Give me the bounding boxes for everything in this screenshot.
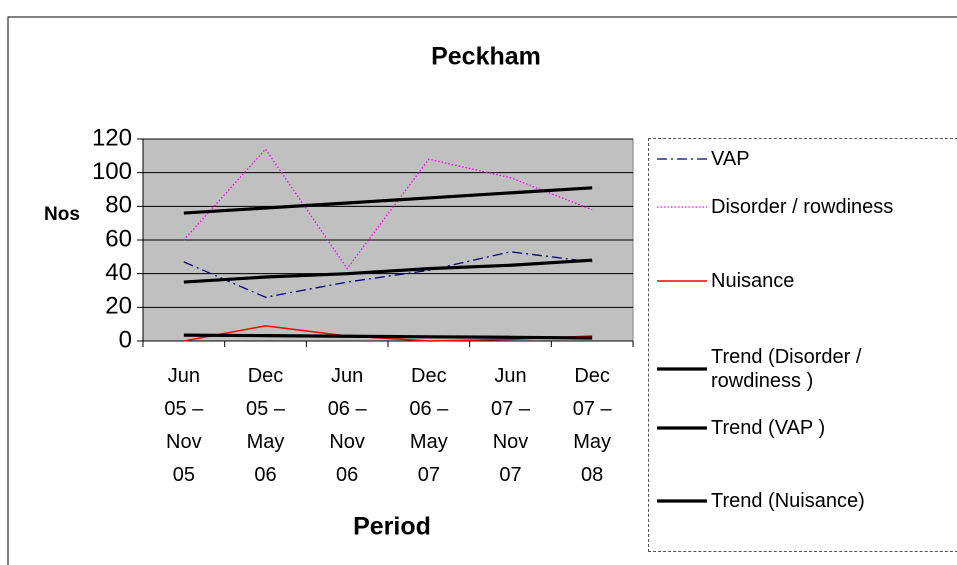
legend-entry: VAP bbox=[657, 147, 951, 171]
y-tick-label: 40 bbox=[105, 259, 132, 286]
legend-swatch bbox=[657, 499, 707, 503]
legend-label: Disorder / rowdiness bbox=[711, 196, 894, 218]
legend-swatch bbox=[657, 367, 707, 371]
legend-label: Trend (Nuisance) bbox=[711, 490, 865, 512]
legend-label: Trend (VAP ) bbox=[711, 417, 826, 439]
legend-swatch bbox=[657, 426, 707, 430]
series-line bbox=[183, 186, 593, 215]
legend-label: Trend (Disorder / rowdiness ) bbox=[711, 346, 862, 392]
series-line bbox=[183, 333, 593, 340]
series-line bbox=[183, 258, 593, 284]
series-line bbox=[183, 148, 593, 270]
y-tick-label: 100 bbox=[92, 158, 132, 185]
x-tick-label: Jun 07 – Nov 07 bbox=[491, 365, 530, 486]
x-tick-label: Dec 07 – May 08 bbox=[572, 365, 612, 486]
legend-entry: Trend (Nuisance) bbox=[657, 489, 951, 513]
chart-title: Peckham bbox=[431, 43, 541, 71]
y-tick-label: 80 bbox=[105, 192, 132, 219]
legend-entry: Nuisance bbox=[657, 269, 951, 293]
legend-entry: Disorder / rowdiness bbox=[657, 195, 951, 219]
x-axis-label: Period bbox=[353, 513, 431, 541]
x-tick-label: Dec 06 – May 07 bbox=[409, 365, 449, 486]
x-tick-label: Jun 06 – Nov 06 bbox=[327, 365, 367, 486]
legend: VAP Disorder / rowdiness Nuisance Trend (Di… bbox=[648, 138, 957, 552]
y-tick-label: 20 bbox=[105, 293, 132, 320]
x-tick-label: Jun 05 – Nov 05 bbox=[164, 365, 204, 486]
legend-swatch bbox=[657, 206, 707, 208]
y-tick-label: 0 bbox=[119, 326, 132, 353]
x-tick-label: Dec 05 – May 06 bbox=[246, 365, 285, 486]
legend-label: VAP bbox=[711, 148, 750, 170]
chart-border bbox=[7, 16, 957, 565]
legend-entry: Trend (Disorder / rowdiness ) bbox=[657, 345, 951, 393]
legend-entry: Trend (VAP ) bbox=[657, 416, 951, 440]
y-tick-label: 60 bbox=[105, 225, 132, 252]
legend-label: Nuisance bbox=[711, 270, 795, 292]
y-axis-label: Nos bbox=[44, 204, 80, 225]
series-line bbox=[183, 251, 593, 298]
legend-swatch bbox=[657, 280, 707, 282]
legend-swatch bbox=[657, 158, 707, 160]
y-tick-label: 120 bbox=[92, 124, 132, 151]
